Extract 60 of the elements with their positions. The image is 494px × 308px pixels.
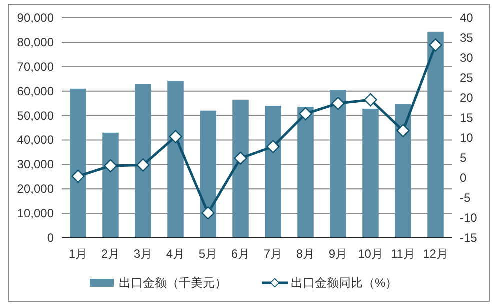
y-tick-label: 80,000 [17, 35, 54, 50]
x-tick-label: 4月 [166, 247, 186, 261]
point [299, 107, 312, 121]
x-tick-label: 6月 [231, 247, 250, 261]
x-tick-label: 8月 [296, 247, 316, 261]
y2-tick-label: 0 [460, 171, 467, 185]
y2-tick-label: 30 [460, 51, 474, 65]
bar [395, 104, 412, 238]
point [429, 38, 442, 52]
x-tick-label: 7月 [264, 247, 283, 261]
y2-tick-label: 20 [460, 91, 474, 105]
bar [135, 84, 152, 238]
bar [428, 32, 444, 238]
y-tick-label: 0 [47, 231, 54, 245]
bar [232, 100, 249, 238]
point [104, 159, 118, 173]
point [169, 130, 182, 144]
y2-tick-label: -5 [460, 191, 471, 205]
y2-tick-label: -10 [460, 211, 478, 225]
point [136, 158, 150, 172]
point [332, 97, 345, 110]
bar [362, 108, 379, 238]
y2-tick-label: 40 [460, 11, 474, 25]
point [202, 206, 215, 220]
bar [70, 88, 86, 238]
x-tick-label: 3月 [134, 247, 153, 261]
point [72, 170, 85, 183]
bar [168, 81, 184, 238]
x-tick-label: 10月 [358, 247, 384, 261]
x-tick-label: 5月 [198, 247, 218, 261]
legend-label: 出口金额同比（%） [291, 276, 398, 290]
y-tick-label: 30,000 [17, 158, 54, 172]
bar [298, 106, 314, 238]
x-tick-label: 2月 [101, 247, 120, 261]
y-tick-label: 90,000 [17, 11, 54, 25]
y-tick-label: 60,000 [17, 84, 54, 98]
y2-tick-label: 25 [460, 71, 474, 85]
x-tick-label: 12月 [423, 247, 448, 261]
y2-tick-label: 35 [460, 31, 474, 45]
bar [265, 106, 282, 238]
point [266, 140, 280, 154]
y-tick-label: 10,000 [17, 206, 54, 221]
bar [330, 90, 346, 238]
y-tick-label: 70,000 [17, 60, 54, 74]
y2-tick-label: -15 [460, 231, 478, 245]
bar [102, 132, 119, 238]
y2-tick-label: 15 [460, 111, 474, 125]
x-tick-label: 1月 [68, 247, 88, 261]
bar [200, 110, 216, 238]
x-tick-label: 11月 [391, 247, 416, 261]
y2-tick-label: 10 [460, 131, 474, 145]
y-tick-label: 50,000 [17, 108, 54, 123]
y-tick-label: 40,000 [17, 133, 54, 148]
point [234, 152, 248, 165]
x-tick-label: 9月 [328, 247, 348, 261]
y-tick-label: 20,000 [17, 182, 54, 196]
point [364, 93, 378, 107]
y2-tick-label: 5 [460, 151, 467, 165]
point [396, 124, 410, 138]
legend-label: 出口金额（千美元） [119, 276, 227, 290]
